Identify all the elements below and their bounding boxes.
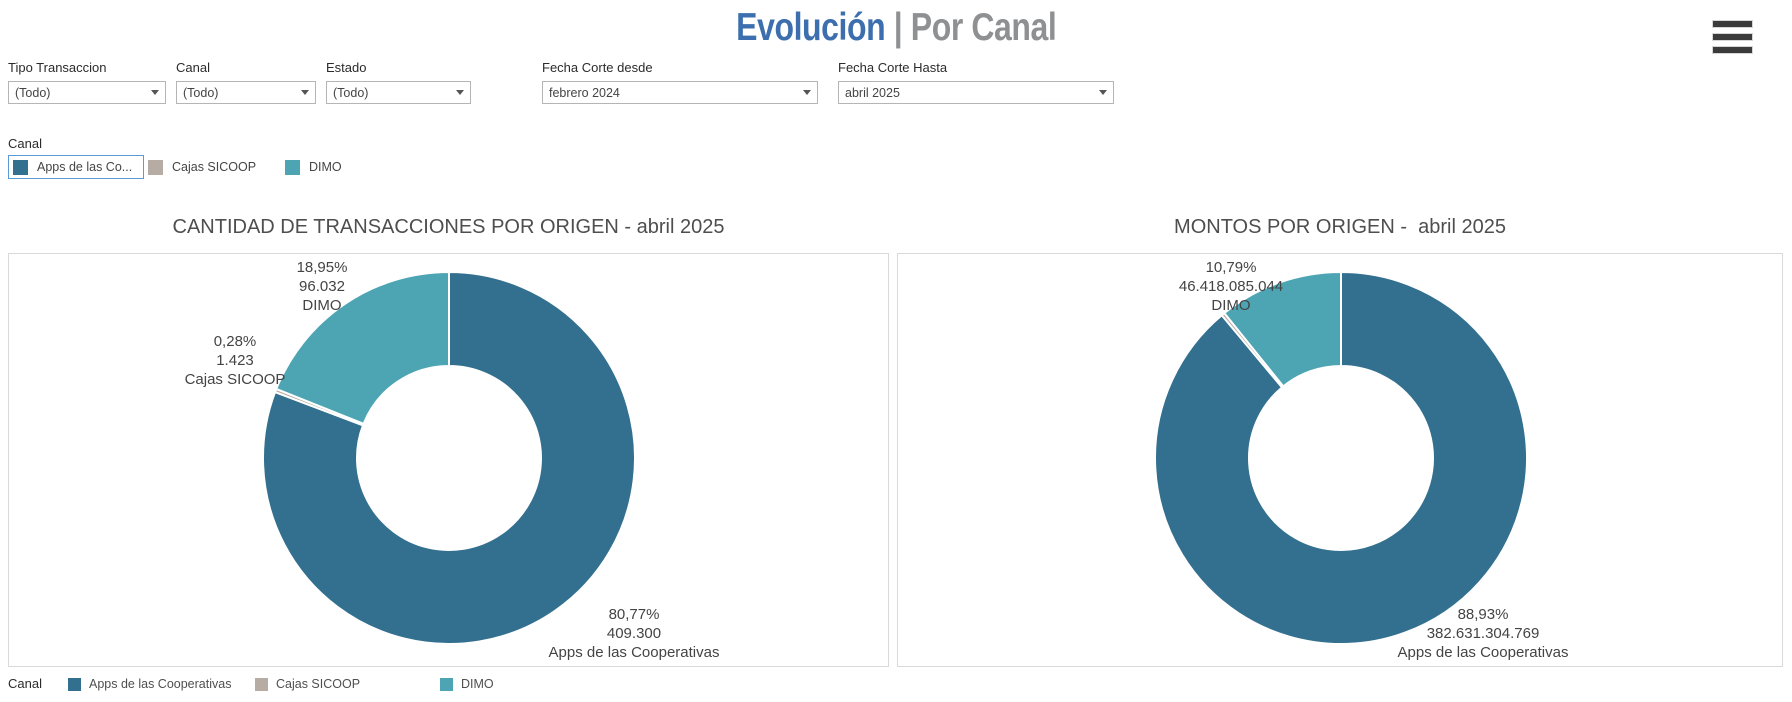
- title-separator: |: [885, 6, 911, 49]
- filter-fecha-corte-desde: Fecha Corte desde febrero 2024: [542, 60, 818, 104]
- mark-label-dimo-montos: 10,79% 46.418.085.044 DIMO: [1111, 258, 1351, 315]
- legend-label: Cajas SICOOP: [276, 677, 361, 691]
- hamburger-bar: [1712, 46, 1753, 54]
- filter-value: (Todo): [15, 85, 51, 100]
- filter-label: Canal: [176, 60, 210, 75]
- label-value: 96.032: [299, 278, 345, 295]
- filter-value: febrero 2024: [549, 85, 620, 100]
- title-secondary: Por Canal: [910, 6, 1057, 49]
- legend-item-dimo[interactable]: DIMO: [285, 157, 342, 177]
- dropdown-arrow-icon: [301, 90, 309, 95]
- label-category: Cajas SICOOP: [184, 371, 286, 388]
- title-primary: Evolución: [735, 6, 886, 49]
- legend-label: DIMO: [461, 677, 494, 691]
- filter-canal: Canal (Todo): [176, 60, 316, 104]
- label-category: Apps de las Cooperativas: [1397, 644, 1569, 661]
- chart-panel-transacciones: [8, 253, 889, 667]
- label-value: 382.631.304.769: [1426, 625, 1540, 642]
- filter-value: (Todo): [183, 85, 219, 100]
- filter-value: abril 2025: [845, 85, 900, 100]
- bottom-legend-item-dimo[interactable]: DIMO: [440, 676, 494, 692]
- label-pct: 80,77%: [608, 606, 660, 623]
- filter-tipo-transaccion: Tipo Transaccion (Todo): [8, 60, 166, 104]
- dropdown-arrow-icon: [1099, 90, 1107, 95]
- legend-swatch-apps: [68, 677, 81, 691]
- filter-fecha-corte-hasta: Fecha Corte Hasta abril 2025: [838, 60, 1114, 104]
- label-pct: 88,93%: [1457, 606, 1509, 623]
- donut-chart-montos[interactable]: [898, 254, 1782, 666]
- filter-label: Estado: [326, 60, 367, 75]
- filter-dropdown-canal[interactable]: (Todo): [176, 81, 316, 104]
- donut-chart-transacciones[interactable]: [9, 254, 888, 666]
- legend-swatch-apps: [13, 159, 28, 175]
- chart-title-transacciones: CANTIDAD DE TRANSACCIONES POR ORIGEN - a…: [172, 216, 725, 238]
- label-value: 409.300: [606, 625, 662, 642]
- legend-label: Apps de las Cooperativas: [89, 677, 232, 691]
- bottom-legend-item-apps[interactable]: Apps de las Cooperativas: [68, 676, 231, 692]
- dropdown-arrow-icon: [151, 90, 159, 95]
- label-category: DIMO: [302, 297, 342, 314]
- label-category: Apps de las Cooperativas: [548, 644, 720, 661]
- page-title: Evolución | Por Canal: [0, 6, 1792, 50]
- filter-label: Fecha Corte Hasta: [838, 60, 948, 75]
- legend-swatch-dimo: [440, 677, 453, 691]
- mark-label-apps-transacciones: 80,77% 409.300 Apps de las Cooperativas: [514, 605, 754, 662]
- legend-item-apps[interactable]: Apps de las Co...: [8, 155, 144, 179]
- mark-label-cajas-transacciones: 0,28% 1.423 Cajas SICOOP: [115, 332, 355, 389]
- legend-swatch-cajas: [255, 677, 268, 691]
- legend-swatch-cajas: [148, 159, 163, 175]
- mark-label-dimo-transacciones: 18,95% 96.032 DIMO: [202, 258, 442, 315]
- label-pct: 18,95%: [296, 259, 348, 276]
- legend-label: Cajas SICOOP: [172, 160, 257, 174]
- hamburger-menu-icon[interactable]: [1712, 20, 1753, 59]
- hamburger-bar: [1712, 33, 1753, 41]
- filter-dropdown-fecha-hasta[interactable]: abril 2025: [838, 81, 1114, 104]
- dropdown-arrow-icon: [803, 90, 811, 95]
- label-category: DIMO: [1211, 297, 1251, 314]
- canal-legend-title: Canal: [8, 136, 42, 151]
- filter-dropdown-fecha-desde[interactable]: febrero 2024: [542, 81, 818, 104]
- donut-segment-apps-de-las-cooperativas[interactable]: [262, 270, 637, 645]
- chart-title-montos: MONTOS POR ORIGEN - abril 2025: [1174, 216, 1506, 238]
- hamburger-bar: [1712, 20, 1753, 28]
- label-pct: 0,28%: [213, 333, 257, 350]
- mark-label-apps-montos: 88,93% 382.631.304.769 Apps de las Coope…: [1363, 605, 1603, 662]
- filter-value: (Todo): [333, 85, 369, 100]
- chart-panel-montos: [897, 253, 1783, 667]
- dropdown-arrow-icon: [456, 90, 464, 95]
- label-value: 46.418.085.044: [1178, 278, 1284, 295]
- filter-estado: Estado (Todo): [326, 60, 471, 104]
- donut-segment-dimo[interactable]: [1222, 270, 1342, 388]
- filter-label: Fecha Corte desde: [542, 60, 653, 75]
- label-pct: 10,79%: [1205, 259, 1257, 276]
- page-title-text: Evolución | Por Canal: [735, 6, 1057, 50]
- bottom-legend-title: Canal: [8, 676, 42, 691]
- filter-dropdown-tipo-transaccion[interactable]: (Todo): [8, 81, 166, 104]
- donut-segment-dimo[interactable]: [274, 270, 450, 426]
- label-value: 1.423: [216, 352, 254, 369]
- filter-label: Tipo Transaccion: [8, 60, 107, 75]
- legend-label: DIMO: [309, 160, 342, 174]
- bottom-legend-item-cajas-sicoop[interactable]: Cajas SICOOP: [255, 676, 360, 692]
- donut-segment-apps-de-las-cooperativas[interactable]: [1154, 270, 1528, 645]
- legend-swatch-dimo: [285, 159, 300, 175]
- filter-dropdown-estado[interactable]: (Todo): [326, 81, 471, 104]
- legend-label: Apps de las Co...: [37, 160, 133, 174]
- legend-item-cajas-sicoop[interactable]: Cajas SICOOP: [148, 157, 256, 177]
